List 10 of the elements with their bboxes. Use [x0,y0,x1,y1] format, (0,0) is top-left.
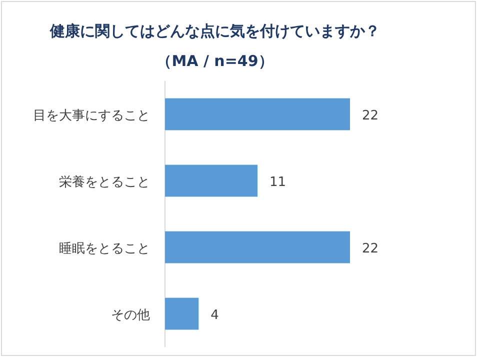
y-tick-label: 栄養をとること [59,174,150,190]
data-label: 22 [362,241,379,256]
y-tick-label: 睡眠をとること [59,241,150,256]
chart-title: 健康に関してはどんな点に気を付けていますか？ [49,22,380,40]
data-label: 4 [210,308,219,323]
y-tick-label: その他 [111,308,150,323]
chart-subtitle: （MA / n=49） [156,52,274,70]
y-tick-label: 目を大事にすること [33,108,150,124]
data-label: 22 [362,108,379,124]
data-label: 11 [270,174,286,190]
